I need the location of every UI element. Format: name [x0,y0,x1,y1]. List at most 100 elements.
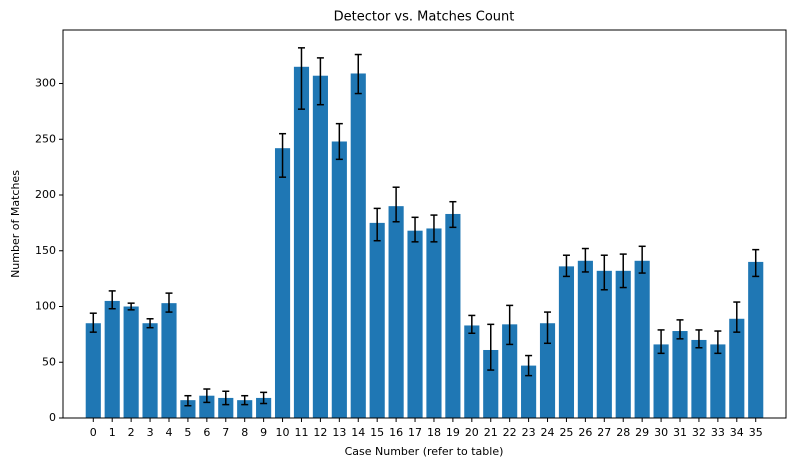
y-tick-label: 300 [35,77,56,90]
bar [142,323,158,418]
error-bar [335,122,343,161]
bar [691,339,707,418]
x-tick-label: 12 [313,426,327,439]
bar [312,75,328,418]
error-bar [468,314,476,335]
bar [577,260,593,418]
bar [199,395,215,418]
error-bar [222,390,230,406]
x-tick-label: 24 [541,426,555,439]
bar [407,230,423,418]
x-tick-label: 9 [260,426,267,439]
y-tick-label: 100 [35,300,56,313]
x-tick-label: 29 [635,426,649,439]
error-bar [619,253,627,289]
bar [464,325,480,418]
error-bar [127,302,135,311]
bar [615,270,631,418]
error-bar [544,311,552,345]
error-bar [297,47,305,110]
error-bar [562,254,570,278]
bar [558,266,575,418]
y-tick-label: 250 [35,132,56,145]
x-tick-label: 26 [578,426,592,439]
x-tick-label: 16 [389,426,403,439]
y-tick-label: 150 [35,244,56,257]
error-bar [203,388,211,404]
error-bar [354,53,362,95]
x-tick-label: 8 [241,426,248,439]
bar [85,323,101,418]
bar [539,323,556,418]
x-tick-label: 1 [109,426,116,439]
x-tick-label: 14 [351,426,365,439]
x-tick-label: 31 [673,426,687,439]
bar [521,365,537,418]
bar [426,228,442,418]
x-tick-label: 19 [446,426,460,439]
error-bar [108,290,116,310]
error-bar [449,200,457,229]
x-tick-label: 6 [203,426,210,439]
x-tick-label: 2 [128,426,135,439]
bar [596,270,612,418]
x-tick-label: 30 [654,426,668,439]
y-tick-label: 0 [49,411,56,424]
error-bar [392,186,400,223]
x-tick-label: 32 [692,426,706,439]
error-bar [279,132,287,178]
x-tick-label: 4 [165,426,172,439]
bar [502,324,518,418]
error-bar [657,329,665,355]
error-bar [506,304,514,346]
x-tick-label: 0 [90,426,97,439]
y-axis-label: Number of Matches [9,170,22,278]
error-bar [184,394,192,407]
x-tick-label: 7 [222,426,229,439]
bar [237,400,253,418]
error-bar [695,329,703,349]
error-bar [146,318,154,329]
error-bar [373,207,381,242]
error-bar [600,254,608,291]
bar [445,213,461,418]
y-tick-label: 50 [42,355,56,368]
plot-frame [62,29,787,419]
error-bar [487,323,495,371]
bar [123,306,139,418]
bar [274,148,291,419]
bar [369,222,385,418]
x-tick-label: 22 [503,426,517,439]
x-tick-label: 18 [427,426,441,439]
error-bar [430,214,438,243]
bar [672,331,688,418]
x-tick-label: 17 [408,426,422,439]
bar [256,397,272,418]
bar [710,344,726,418]
x-tick-label: 5 [184,426,191,439]
x-tick-label: 10 [276,426,290,439]
bar [331,141,347,418]
bar [350,73,366,418]
bar [653,344,669,418]
bar [483,349,499,418]
x-tick-label: 23 [522,426,536,439]
x-tick-label: 11 [294,426,308,439]
bar [748,261,764,418]
x-tick-label: 33 [711,426,725,439]
x-tick-label: 21 [484,426,498,439]
error-bar [316,57,324,106]
error-bar [411,216,419,243]
error-bar [165,292,173,313]
x-axis-label: Case Number (refer to table) [345,445,504,458]
x-tick-label: 15 [370,426,384,439]
x-tick-label: 13 [332,426,346,439]
error-bar [260,391,268,405]
bar [218,397,234,418]
error-bar [676,319,684,340]
bar [161,303,177,418]
bar [104,300,120,418]
error-bar [714,330,722,355]
error-bar [752,248,760,278]
